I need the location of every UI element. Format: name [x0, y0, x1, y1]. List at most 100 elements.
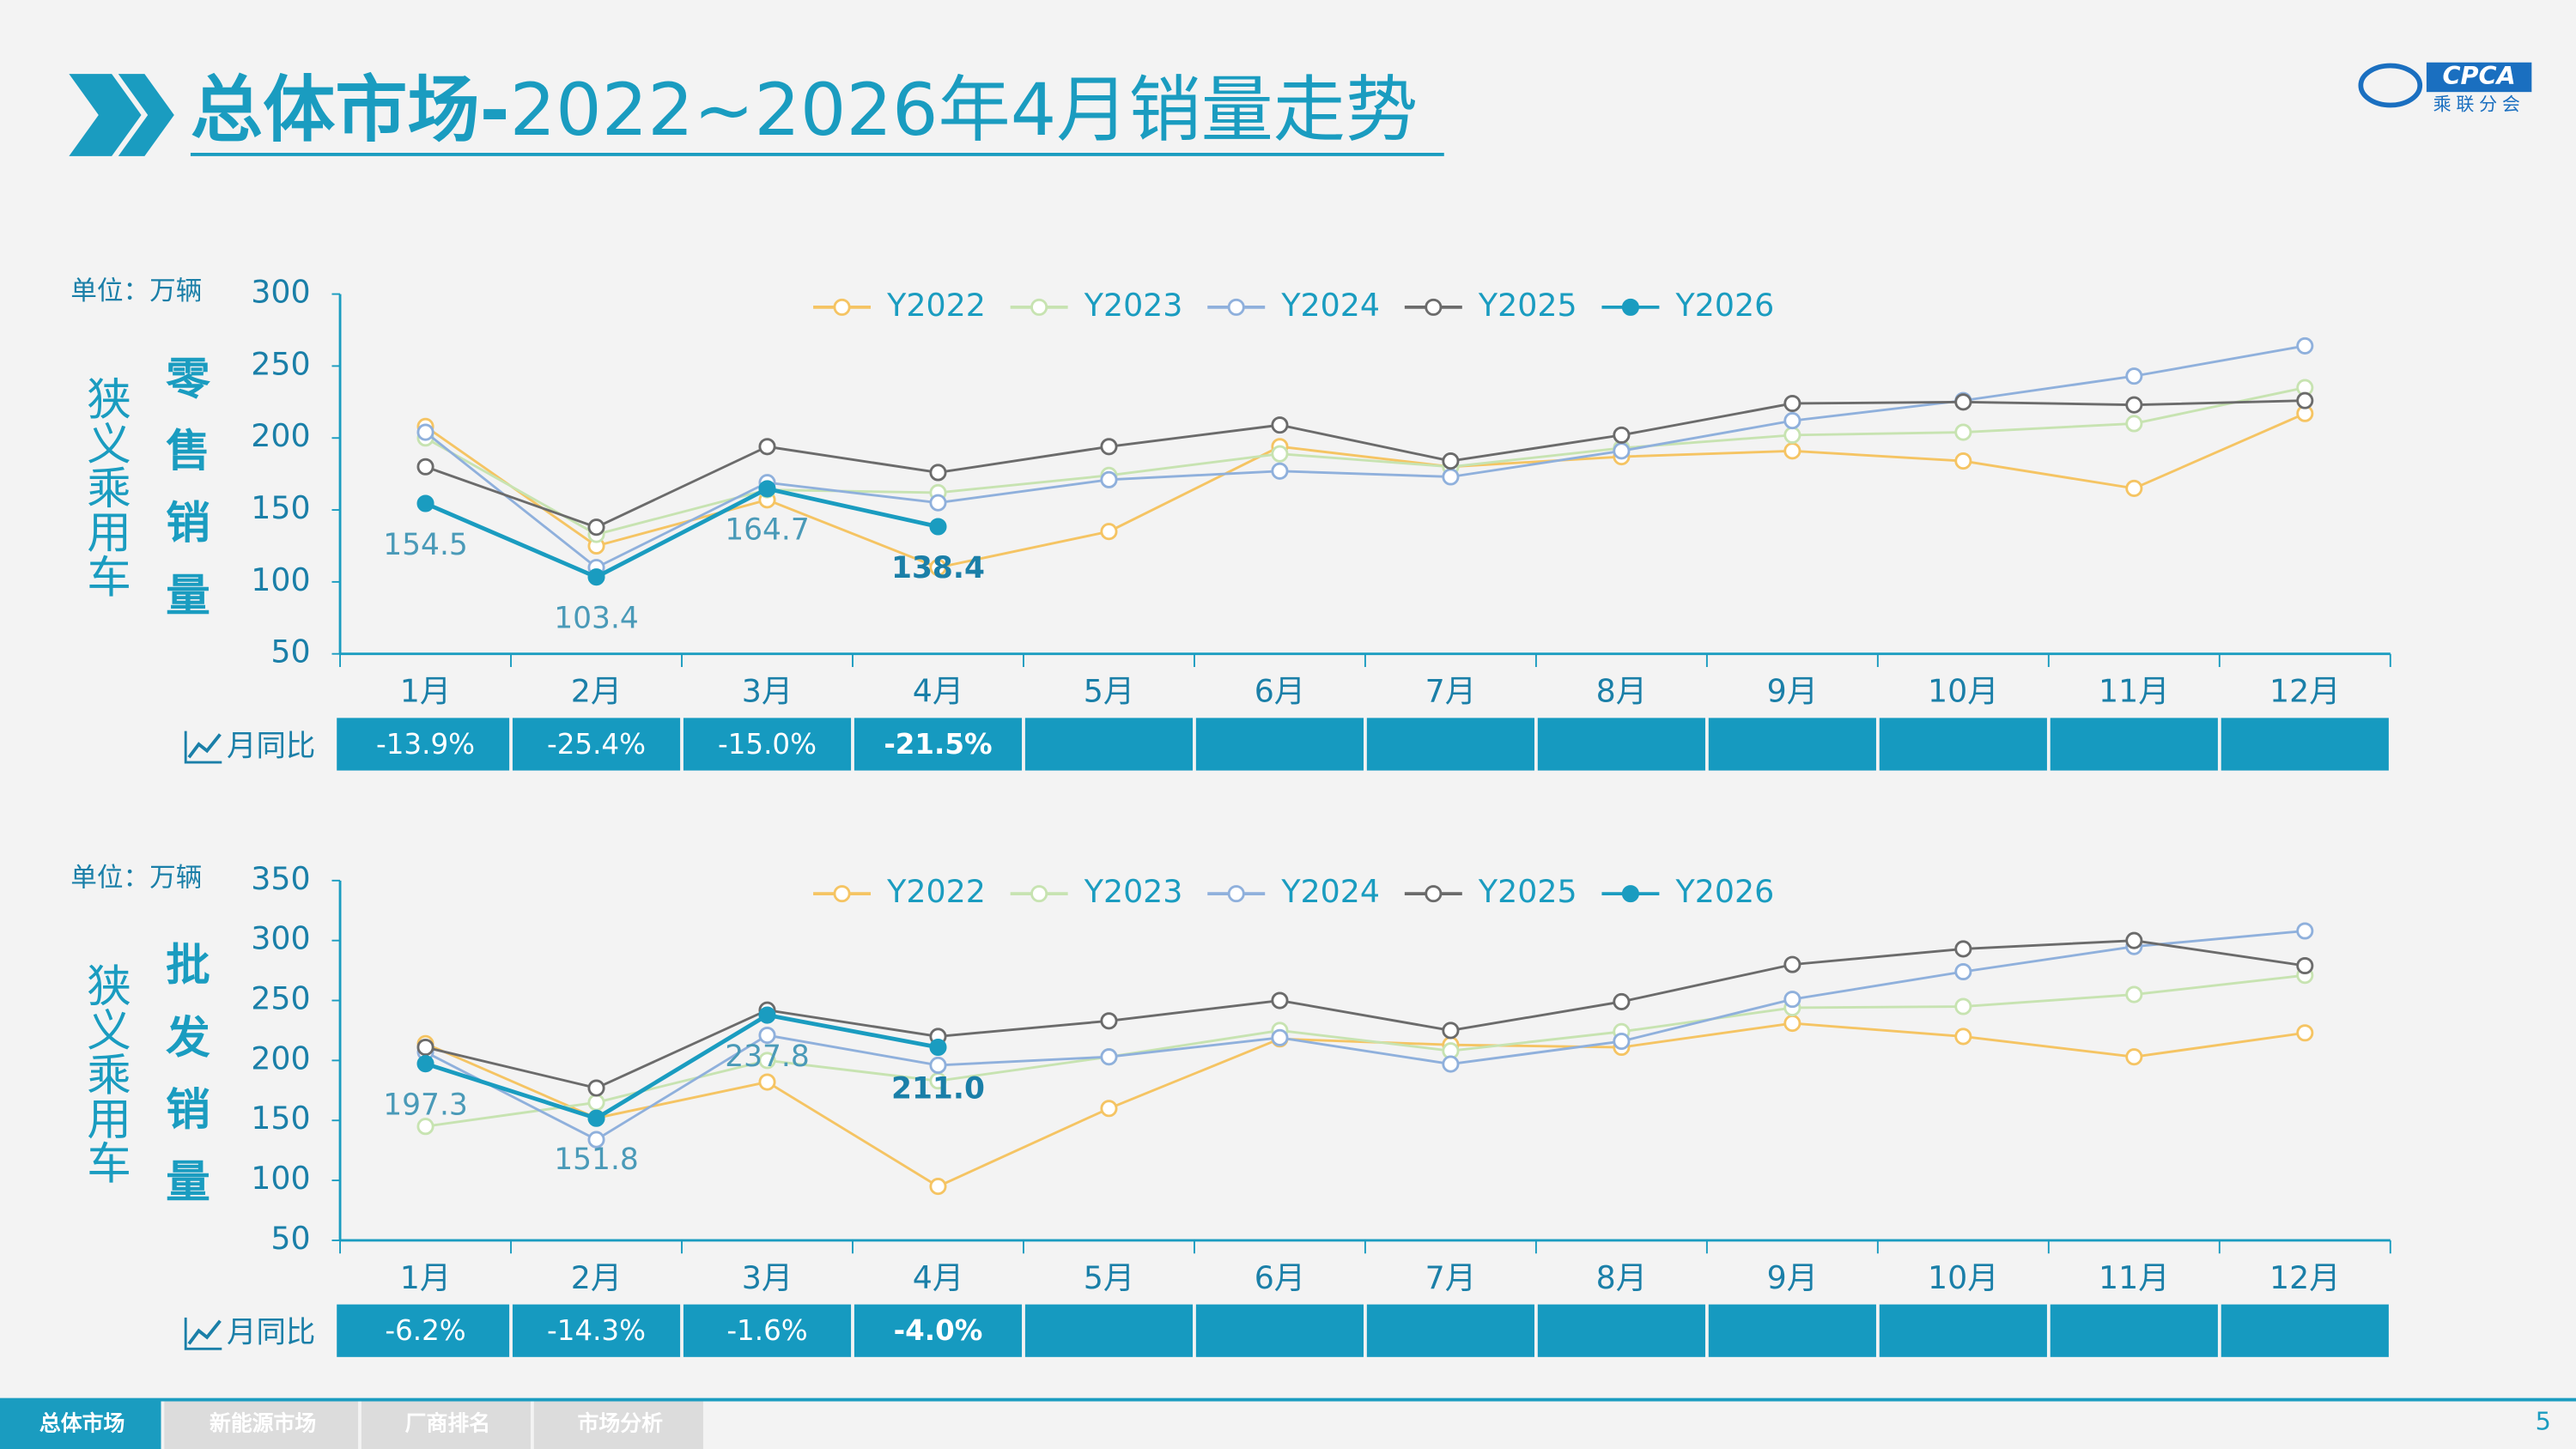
data-point: [1442, 468, 1460, 486]
data-point: [758, 438, 776, 456]
data-point: [1613, 1032, 1631, 1051]
data-point: [416, 1038, 434, 1057]
legend-label: Y2023: [1084, 873, 1183, 910]
data-point: [416, 1055, 434, 1073]
data-point: [1442, 1022, 1460, 1040]
legend-label: Y2024: [1280, 287, 1380, 324]
y-tick-label: 200: [251, 1040, 310, 1076]
footer-tab: [361, 1401, 531, 1449]
data-point: [1271, 462, 1289, 480]
yoy-cell: [337, 1304, 510, 1357]
yoy-empty-cell: [1537, 1304, 1705, 1357]
logo-box: [2426, 62, 2532, 93]
data-point: [1100, 1100, 1118, 1118]
yoy-label: 月同比: [227, 729, 315, 763]
data-point: [929, 1056, 947, 1075]
yoy-value: -1.6%: [726, 1314, 807, 1347]
y-tick-label: 50: [270, 634, 310, 670]
data-point: [587, 568, 605, 586]
yoy-empty-cell: [1708, 1304, 1876, 1357]
yoy-empty-cell: [1537, 718, 1705, 771]
data-point: [1100, 1048, 1118, 1066]
data-point: [1783, 991, 1801, 1009]
x-tick-label: 1月: [400, 673, 451, 710]
data-point: [758, 1052, 776, 1070]
y-tick-label: 150: [251, 489, 310, 526]
page-number: 5: [2536, 1406, 2551, 1435]
yoy-value: -14.3%: [547, 1314, 646, 1347]
x-tick-label: 2月: [571, 1259, 622, 1296]
data-point: [2296, 336, 2314, 355]
yoy-cell: [683, 1304, 852, 1357]
x-tick-label: 7月: [1425, 1259, 1476, 1296]
data-point: [1954, 1028, 1972, 1046]
yoy-empty-cell: [2050, 718, 2218, 771]
x-tick-label: 8月: [1596, 673, 1647, 710]
unit-label: 单位：万辆: [70, 863, 202, 893]
data-point: [1954, 997, 1972, 1016]
x-tick-label: 3月: [742, 1259, 793, 1296]
legend-label: Y2026: [1675, 287, 1775, 324]
data-label: 164.7: [725, 513, 810, 548]
footer-tab: [0, 1401, 161, 1449]
x-tick-label: 2月: [571, 673, 622, 710]
charts: 50 100 150 200 250 300 1月 2月 3月 4月 5月 6月 7月 8月 9月 10月 11…: [70, 274, 2391, 1357]
data-point: [2296, 391, 2314, 409]
x-tick-label: 11月: [2099, 673, 2170, 710]
data-point: [929, 518, 947, 536]
legend-marker: [1030, 298, 1048, 316]
yoy-empty-cell: [2221, 1304, 2389, 1357]
footer-tab-label: 市场分析: [578, 1410, 664, 1435]
yoy-empty-cell: [1879, 718, 2047, 771]
data-point: [1783, 442, 1801, 460]
legend-label: Y2025: [1478, 287, 1577, 324]
x-tick-label: 10月: [1928, 673, 1999, 710]
y-tick-label: 300: [251, 920, 310, 957]
title-bold: 总体市场-: [191, 68, 510, 152]
yoy-value: -6.2%: [385, 1314, 465, 1347]
unit-label: 单位：万辆: [70, 276, 202, 306]
x-tick-label: 7月: [1425, 673, 1476, 710]
data-point: [1954, 940, 1972, 958]
series-line: [425, 973, 2306, 1128]
data-point: [929, 464, 947, 482]
data-point: [1783, 412, 1801, 430]
data-point: [1100, 438, 1118, 456]
data-point: [2125, 479, 2143, 497]
data-point: [1100, 1012, 1118, 1030]
series-line: [424, 930, 2306, 1142]
legend-marker: [833, 298, 851, 316]
logo-sub: 乘联分会: [2433, 93, 2525, 114]
data-point: [416, 494, 434, 512]
y-tick-label: 300: [251, 274, 310, 311]
x-tick-label: 12月: [2269, 673, 2341, 710]
data-point: [1954, 423, 1972, 441]
data-point: [1100, 523, 1118, 541]
yoy-empty-cell: [1024, 1304, 1194, 1357]
yoy-icon-frame: [184, 731, 222, 764]
data-point: [1442, 452, 1460, 470]
data-label: 138.4: [891, 551, 985, 585]
data-point: [1271, 991, 1289, 1009]
series-line: [424, 412, 2306, 569]
legend-marker: [833, 885, 851, 903]
x-tick-label: 5月: [1084, 1259, 1134, 1296]
x-tick-label: 9月: [1767, 1259, 1818, 1296]
data-point: [1954, 452, 1972, 470]
legend-label: Y2022: [886, 873, 986, 910]
data-point: [587, 1131, 605, 1149]
footer-tab-label: 总体市场: [39, 1410, 125, 1435]
data-point: [587, 518, 605, 537]
series-line: [424, 1013, 939, 1121]
yoy-value: -21.5%: [884, 728, 992, 761]
title-rest: 2022~2026年4月销量走势: [510, 68, 1419, 152]
x-tick-label: 4月: [913, 1259, 963, 1296]
footer: 总体市场 新能源市场 厂商排名 市场分析 5: [0, 1401, 2551, 1449]
yoy-empty-cell: [1708, 718, 1876, 771]
legend-marker: [1030, 885, 1048, 903]
footer-tab: [164, 1401, 359, 1449]
legend-marker: [1621, 298, 1639, 316]
yoy-value: -15.0%: [718, 728, 817, 761]
yoy-empty-cell: [1879, 1304, 2047, 1357]
